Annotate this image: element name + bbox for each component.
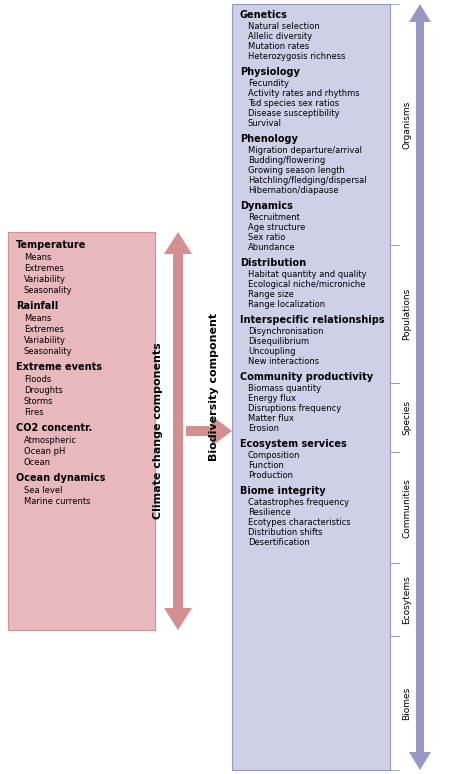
Text: Desertification: Desertification <box>248 538 310 547</box>
Text: Range localization: Range localization <box>248 300 325 309</box>
Text: Distribution: Distribution <box>240 258 306 268</box>
Text: Hatchling/fledging/dispersal: Hatchling/fledging/dispersal <box>248 176 367 185</box>
Text: Sex ratio: Sex ratio <box>248 233 285 242</box>
Text: Energy flux: Energy flux <box>248 394 296 403</box>
Text: Ecosystem services: Ecosystem services <box>240 439 347 449</box>
Text: Physiology: Physiology <box>240 67 300 77</box>
Text: Phenology: Phenology <box>240 134 298 144</box>
Text: Organisms: Organisms <box>403 101 412 149</box>
Text: Ecotypes characteristics: Ecotypes characteristics <box>248 518 351 527</box>
Text: Storms: Storms <box>24 397 54 406</box>
Text: Migration departure/arrival: Migration departure/arrival <box>248 146 362 155</box>
Text: Sea level: Sea level <box>24 486 62 495</box>
Bar <box>8 232 155 630</box>
Text: Allelic diversity: Allelic diversity <box>248 32 312 41</box>
Text: Ocean: Ocean <box>24 458 51 467</box>
Text: Extreme events: Extreme events <box>16 362 102 372</box>
Text: Matter flux: Matter flux <box>248 414 294 423</box>
Text: Species: Species <box>403 400 412 435</box>
Text: Rainfall: Rainfall <box>16 301 58 311</box>
Bar <box>232 4 390 770</box>
Text: Composition: Composition <box>248 451 301 460</box>
Polygon shape <box>212 416 232 446</box>
Text: Age structure: Age structure <box>248 223 305 232</box>
Text: Ocean pH: Ocean pH <box>24 447 65 456</box>
Text: Means: Means <box>24 253 51 262</box>
Text: Extremes: Extremes <box>24 264 64 273</box>
Text: Means: Means <box>24 314 51 323</box>
Text: Floods: Floods <box>24 375 51 384</box>
Text: Interspecific relationships: Interspecific relationships <box>240 315 385 325</box>
Text: Biomes: Biomes <box>403 687 412 720</box>
Polygon shape <box>409 4 431 22</box>
Text: Disynchronisation: Disynchronisation <box>248 327 324 336</box>
Text: Genetics: Genetics <box>240 10 288 20</box>
Text: Fires: Fires <box>24 408 44 417</box>
Text: Biome integrity: Biome integrity <box>240 486 325 496</box>
Text: CO2 concentr.: CO2 concentr. <box>16 423 92 433</box>
Text: Natural selection: Natural selection <box>248 22 320 31</box>
Text: Biodiversity component: Biodiversity component <box>209 313 219 461</box>
Text: Temperature: Temperature <box>16 240 86 250</box>
Text: Droughts: Droughts <box>24 386 63 395</box>
Text: Communities: Communities <box>403 478 412 538</box>
Text: Function: Function <box>248 461 284 470</box>
Text: Atmospheric: Atmospheric <box>24 436 77 445</box>
Text: Community productivity: Community productivity <box>240 372 373 382</box>
Text: Seasonality: Seasonality <box>24 286 73 295</box>
Text: Variability: Variability <box>24 275 66 284</box>
Text: Fecundity: Fecundity <box>248 79 289 88</box>
Text: Catastrophes frequency: Catastrophes frequency <box>248 498 349 507</box>
Text: Extremes: Extremes <box>24 325 64 334</box>
Text: Biomass quantity: Biomass quantity <box>248 384 321 393</box>
Text: Production: Production <box>248 471 293 480</box>
Text: New interactions: New interactions <box>248 357 319 366</box>
Text: Heterozygosis richness: Heterozygosis richness <box>248 52 346 61</box>
Text: Activity rates and rhythms: Activity rates and rhythms <box>248 89 359 98</box>
Text: Hibernation/diapause: Hibernation/diapause <box>248 186 339 195</box>
Bar <box>416 22 424 752</box>
Text: Resilience: Resilience <box>248 508 291 517</box>
Text: Ecological niche/microniche: Ecological niche/microniche <box>248 280 365 289</box>
Bar <box>173 254 183 608</box>
Polygon shape <box>164 232 192 254</box>
Text: Populations: Populations <box>403 288 412 341</box>
Text: Range size: Range size <box>248 290 294 299</box>
Text: Dynamics: Dynamics <box>240 201 293 211</box>
Text: Ecosytems: Ecosytems <box>403 575 412 624</box>
Text: Climate change components: Climate change components <box>153 343 163 519</box>
Text: Disease susceptibility: Disease susceptibility <box>248 109 340 118</box>
Text: Recruitment: Recruitment <box>248 213 300 222</box>
Text: Distribution shifts: Distribution shifts <box>248 528 323 537</box>
Text: Erosion: Erosion <box>248 424 279 433</box>
Text: Growing season length: Growing season length <box>248 166 345 175</box>
Text: Survival: Survival <box>248 119 282 128</box>
Text: Tsd species sex ratios: Tsd species sex ratios <box>248 99 339 108</box>
Text: Seasonality: Seasonality <box>24 347 73 356</box>
Text: Marine currents: Marine currents <box>24 497 90 506</box>
Polygon shape <box>409 752 431 770</box>
Text: Habitat quantity and quality: Habitat quantity and quality <box>248 270 367 279</box>
Text: Mutation rates: Mutation rates <box>248 42 309 51</box>
Bar <box>186 426 212 437</box>
Text: Uncoupling: Uncoupling <box>248 347 296 356</box>
Text: Disruptions frequency: Disruptions frequency <box>248 404 341 413</box>
Text: Budding/flowering: Budding/flowering <box>248 156 325 165</box>
Text: Ocean dynamics: Ocean dynamics <box>16 473 106 483</box>
Text: Abundance: Abundance <box>248 243 296 252</box>
Text: Disequilibrium: Disequilibrium <box>248 337 309 346</box>
Text: Variability: Variability <box>24 336 66 345</box>
Polygon shape <box>164 608 192 630</box>
